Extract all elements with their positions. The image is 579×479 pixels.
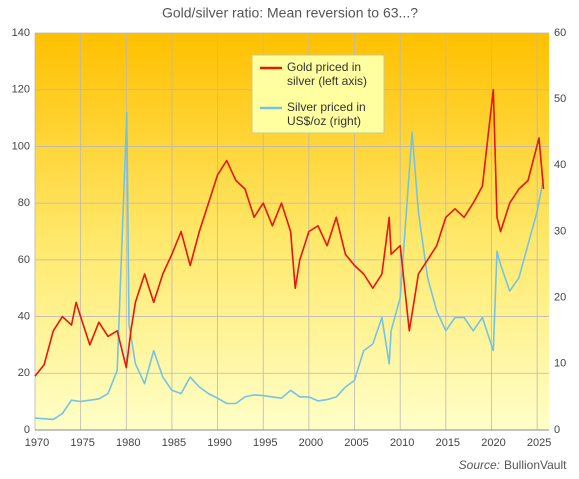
- y-tick-label: 40: [18, 310, 30, 322]
- y-tick-label: 100: [12, 140, 30, 152]
- source: BullionVault: [504, 458, 567, 472]
- y2-tick-label: 0: [554, 424, 560, 436]
- y-tick-label: 0: [24, 424, 30, 436]
- x-tick-label: 2025: [527, 437, 551, 449]
- x-tick-label: 2005: [344, 437, 368, 449]
- x-tick-label: 1995: [253, 437, 277, 449]
- series-line: [34, 88, 545, 377]
- x-tick-label: 1975: [70, 437, 94, 449]
- y-tick-label: 60: [18, 254, 30, 266]
- x-tick-label: 2020: [481, 437, 505, 449]
- y2-tick-label: 10: [554, 358, 566, 370]
- legend-label: Silver priced in US$/oz (right): [287, 100, 366, 128]
- x-tick-label: 1970: [25, 437, 49, 449]
- y-tick-label: 20: [18, 367, 30, 379]
- x-tick-label: 2015: [436, 437, 460, 449]
- x-tick-label: 1985: [162, 437, 186, 449]
- x-tick-label: 1980: [116, 437, 140, 449]
- lines: [34, 88, 545, 421]
- y2-tick-label: 40: [554, 159, 566, 171]
- source-label: Source:: [459, 458, 500, 472]
- y-tick-label: 80: [18, 197, 30, 209]
- chart-title: Gold/silver ratio: Mean reversion to 63.…: [162, 5, 418, 21]
- y2-tick-label: 20: [554, 292, 566, 304]
- y-tick-label: 120: [12, 84, 30, 96]
- series-line: [34, 111, 545, 421]
- y2-tick-label: 30: [554, 225, 566, 237]
- x-tick-label: 2000: [299, 437, 323, 449]
- y2-tick-label: 60: [554, 27, 566, 39]
- legend-label: Gold priced in silver (left axis): [287, 60, 367, 88]
- y-tick-label: 140: [12, 27, 30, 39]
- x-tick-label: 2010: [390, 437, 414, 449]
- x-tick-label: 1990: [207, 437, 231, 449]
- y2-tick-label: 50: [554, 93, 566, 105]
